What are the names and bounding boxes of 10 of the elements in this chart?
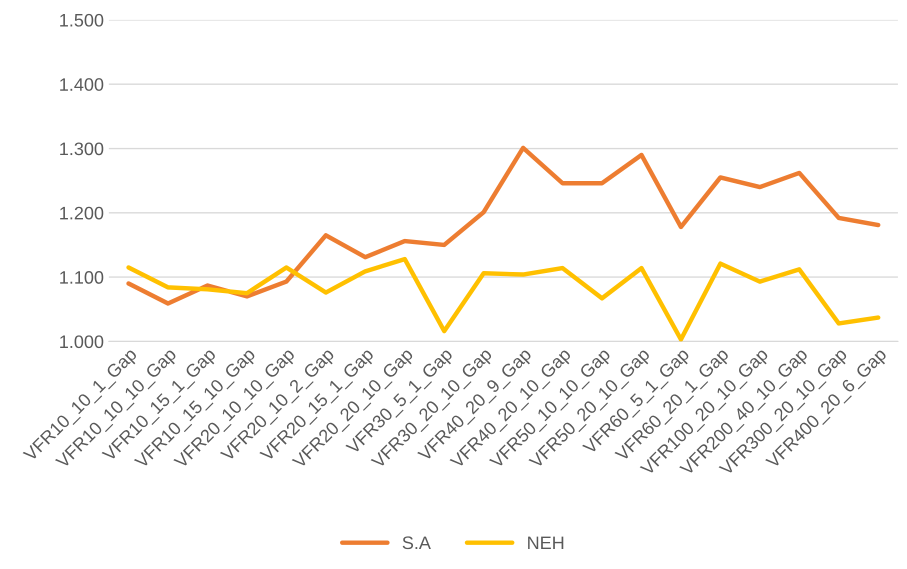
line-series [126,256,880,342]
y-tick-label: 1.000 [60,335,104,348]
y-tick-label: 1.500 [60,14,104,27]
legend-label: NEH [528,536,564,550]
legend-label: S.A [402,536,431,550]
y-tick-label: 1.400 [60,78,104,91]
y-tick-label: 1.100 [60,271,104,284]
y-tick-label: 1.300 [60,142,104,156]
line-series [126,146,880,306]
y-tick-label: 1.200 [60,206,104,220]
